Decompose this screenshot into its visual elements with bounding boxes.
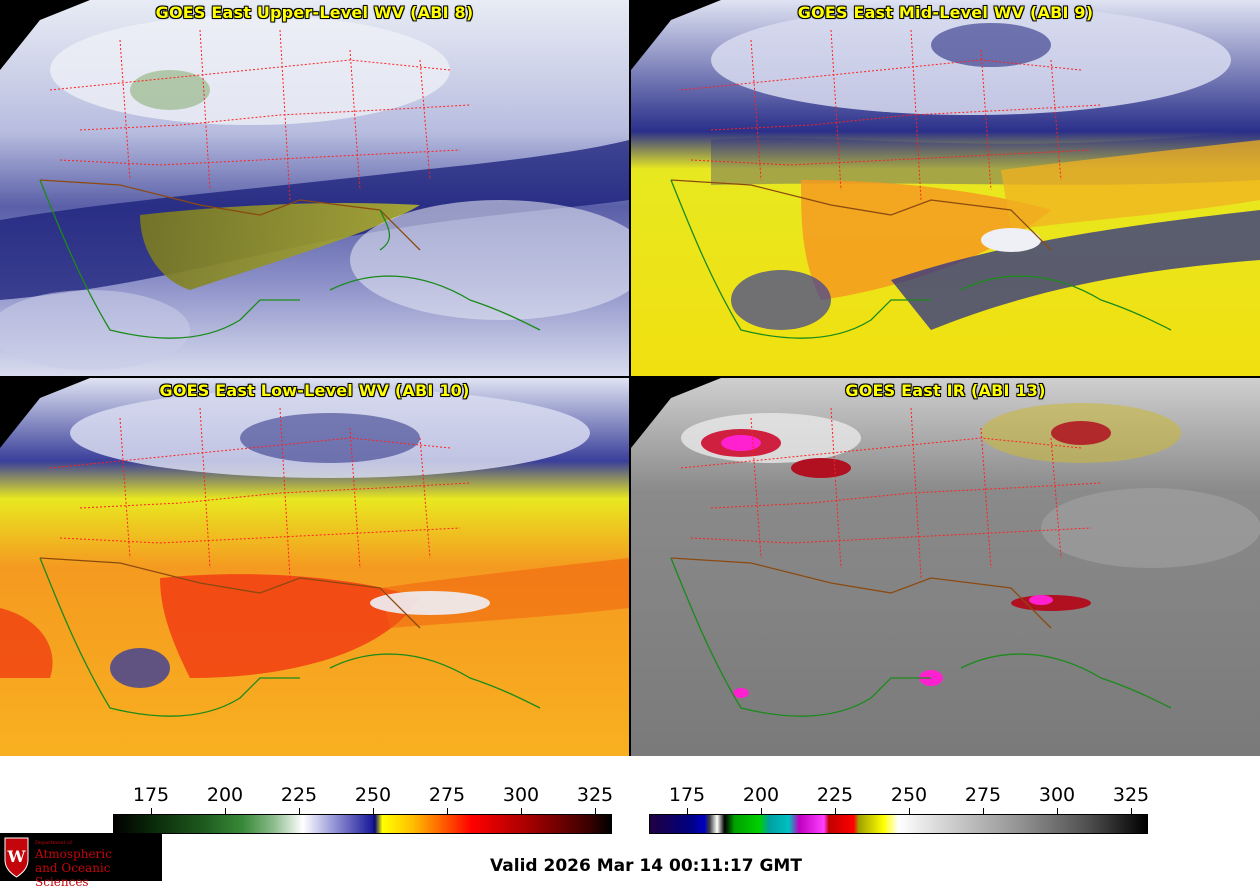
wv-tick-mark	[521, 808, 522, 814]
svg-text:W: W	[7, 847, 27, 866]
upper-level-wv-image	[0, 0, 629, 376]
wv-tick-label: 250	[354, 784, 392, 806]
wv-tick-label: 225	[280, 784, 318, 806]
ir-tick-label: 250	[890, 784, 928, 806]
ir-tick-label: 175	[668, 784, 706, 806]
wv-colorbar	[113, 814, 612, 834]
wv-tick-label: 275	[428, 784, 466, 806]
ir-colorbar	[649, 814, 1148, 834]
wv-tick-mark	[299, 808, 300, 814]
panel-divider-horizontal	[0, 376, 1260, 378]
low-level-wv-panel: GOES East Low-Level WV (ABI 10)	[0, 378, 629, 756]
ir-panel: GOES East IR (ABI 13)	[631, 378, 1260, 756]
ir-tick-mark	[835, 808, 836, 814]
ir-tick-label: 225	[816, 784, 854, 806]
wv-tick-label: 300	[502, 784, 540, 806]
logo-line1: Atmospheric	[35, 847, 112, 861]
ir-tick-label: 275	[964, 784, 1002, 806]
panel-title: GOES East Low-Level WV (ABI 10)	[159, 381, 470, 400]
logo-department: Department of	[35, 840, 72, 846]
wv-tick-label: 175	[132, 784, 170, 806]
wv-tick-label: 325	[576, 784, 614, 806]
ir-tick-mark	[983, 808, 984, 814]
ir-tick-label: 200	[742, 784, 780, 806]
wv-tick-mark	[225, 808, 226, 814]
uw-crest-icon: W	[4, 837, 29, 878]
ir-tick-mark	[761, 808, 762, 814]
mid-level-wv-image	[631, 0, 1260, 376]
ir-tick-label: 325	[1112, 784, 1150, 806]
ir-tick-mark	[1057, 808, 1058, 814]
panel-divider-vertical	[629, 0, 631, 756]
mid-level-wv-panel: GOES East Mid-Level WV (ABI 9)	[631, 0, 1260, 376]
panel-title: GOES East Mid-Level WV (ABI 9)	[797, 3, 1094, 22]
ir-image	[631, 378, 1260, 756]
wv-tick-label: 200	[206, 784, 244, 806]
ir-tick-label: 300	[1038, 784, 1076, 806]
wv-tick-mark	[595, 808, 596, 814]
panel-title: GOES East IR (ABI 13)	[845, 381, 1046, 400]
wv-tick-mark	[151, 808, 152, 814]
ir-tick-mark	[687, 808, 688, 814]
valid-time: Valid 2026 Mar 14 00:11:17 GMT	[490, 856, 802, 876]
low-level-wv-image	[0, 378, 629, 756]
wv-tick-mark	[373, 808, 374, 814]
wv-tick-mark	[447, 808, 448, 814]
upper-level-wv-panel: GOES East Upper-Level WV (ABI 8)	[0, 0, 629, 376]
ir-tick-mark	[909, 808, 910, 814]
aos-logo: W Department of Atmospheric and Oceanic …	[0, 833, 162, 889]
ir-tick-mark	[1131, 808, 1132, 814]
panel-title: GOES East Upper-Level WV (ABI 8)	[155, 3, 474, 22]
